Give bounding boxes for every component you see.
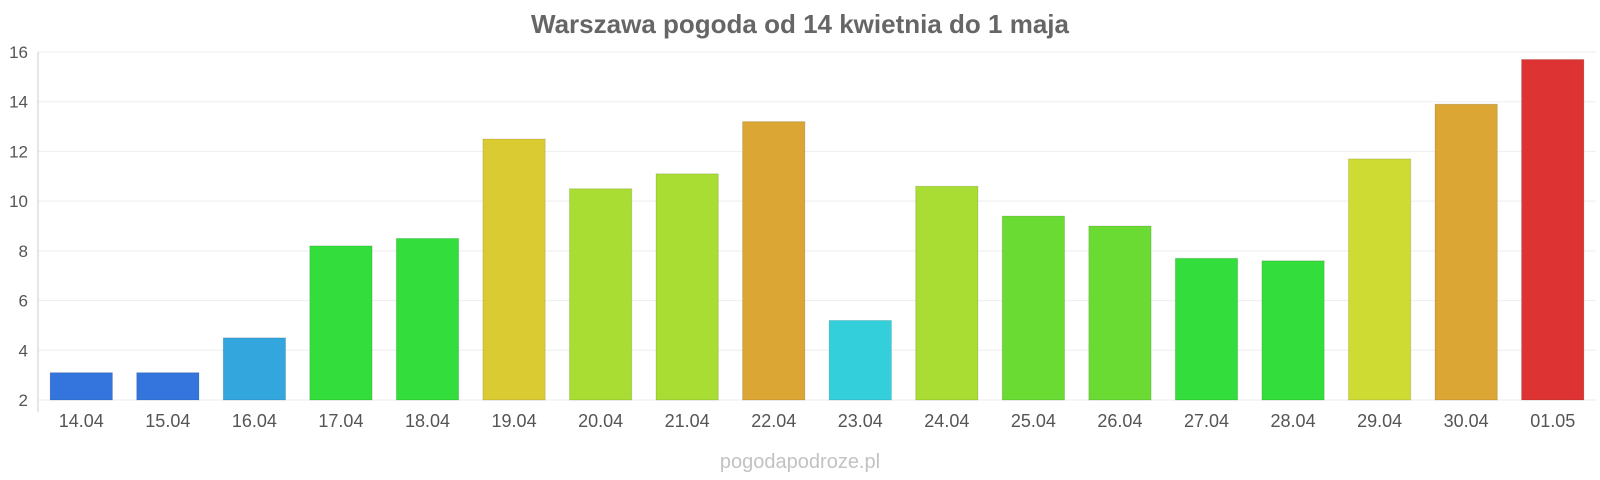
bar-21.04 — [655, 173, 719, 401]
bar-15.04 — [136, 372, 200, 401]
x-tick-label: 17.04 — [318, 411, 363, 431]
x-tick-label: 18.04 — [405, 411, 450, 431]
y-tick-label: 12 — [9, 142, 28, 161]
x-tick-label: 26.04 — [1097, 411, 1142, 431]
x-tick-label: 14.04 — [59, 411, 104, 431]
bar-17.04 — [309, 245, 373, 401]
bar-01.05 — [1521, 58, 1585, 401]
bar-20.04 — [568, 188, 633, 401]
x-tick-label: 21.04 — [665, 411, 710, 431]
y-tick-label: 6 — [19, 292, 28, 311]
bar-18.04 — [395, 237, 460, 401]
x-axis-labels: 14.04 15.04 16.04 17.04 18.04 19.04 20.04 21.04… — [59, 411, 1575, 431]
bar-22.04 — [742, 121, 806, 401]
x-tick-label: 15.04 — [145, 411, 190, 431]
y-tick-label: 16 — [9, 43, 28, 62]
gridlines — [38, 51, 1596, 401]
bar-23.04 — [828, 319, 892, 401]
chart-title: Warszawa pogoda od 14 kwietnia do 1 maja — [531, 9, 1069, 39]
x-tick-label: 30.04 — [1444, 411, 1489, 431]
y-axis-ticks: 2 4 6 8 10 12 14 16 — [9, 43, 28, 410]
y-tick-label: 10 — [9, 192, 28, 211]
bar-28.04 — [1261, 260, 1325, 401]
y-tick-label: 4 — [19, 341, 28, 360]
x-tick-label: 20.04 — [578, 411, 623, 431]
x-tick-label: 01.05 — [1530, 411, 1575, 431]
site-credit: pogodapodroze.pl — [720, 451, 880, 473]
bar-19.04 — [482, 138, 546, 401]
x-tick-label: 29.04 — [1357, 411, 1402, 431]
y-tick-label: 2 — [19, 391, 28, 410]
bar-26.04 — [1088, 225, 1152, 401]
bar-29.04 — [1347, 158, 1412, 401]
bar-16.04 — [222, 337, 287, 401]
bars — [49, 58, 1585, 401]
x-tick-label: 19.04 — [492, 411, 537, 431]
x-tick-label: 23.04 — [838, 411, 883, 431]
bar-25.04 — [1001, 215, 1066, 401]
y-tick-label: 8 — [19, 242, 28, 261]
x-tick-label: 22.04 — [751, 411, 796, 431]
x-tick-label: 28.04 — [1271, 411, 1316, 431]
bar-14.04 — [49, 372, 113, 401]
y-tick-label: 14 — [9, 93, 28, 112]
x-tick-label: 27.04 — [1184, 411, 1229, 431]
x-tick-label: 16.04 — [232, 411, 277, 431]
bar-27.04 — [1174, 257, 1239, 401]
x-tick-label: 25.04 — [1011, 411, 1056, 431]
bar-24.04 — [915, 185, 979, 401]
bar-30.04 — [1434, 103, 1498, 401]
x-tick-label: 24.04 — [924, 411, 969, 431]
